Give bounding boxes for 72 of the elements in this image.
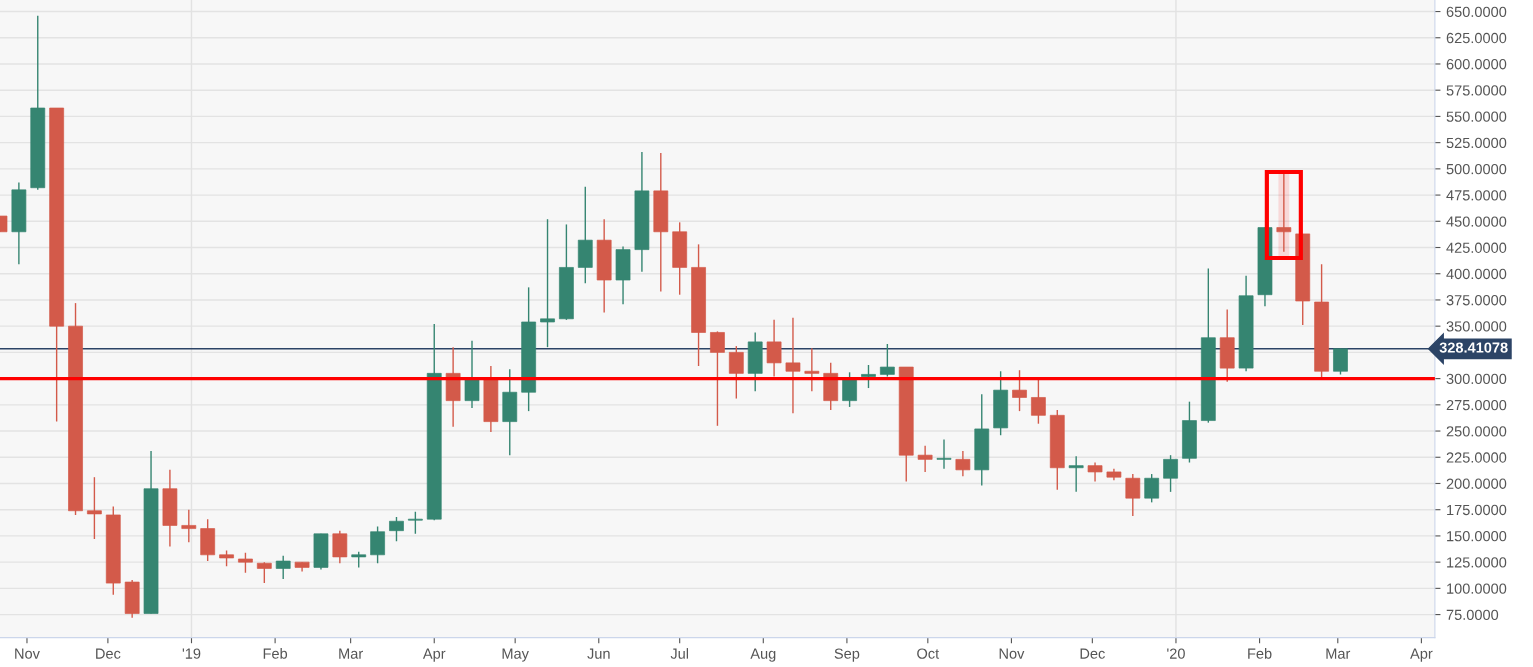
candlestick (1144, 473, 1160, 504)
y-tick-label: 600.0000 (1446, 59, 1507, 70)
candlestick (1068, 455, 1084, 493)
candlestick (880, 343, 895, 378)
candlestick (1012, 369, 1027, 412)
y-tick-label: 300.0000 (1446, 373, 1507, 385)
x-tick-label: May (502, 648, 529, 662)
candlestick (1125, 473, 1141, 517)
candlestick (917, 445, 933, 473)
x-tick-label: Mar (1326, 648, 1351, 659)
y-tick-label: 275.0000 (1446, 399, 1507, 411)
candlestick (842, 371, 857, 408)
x-tick-label: Nov (15, 648, 40, 659)
y-tick-label: 100.0000 (1447, 583, 1507, 594)
x-tick-label: Oct (917, 648, 940, 659)
candlestick (861, 364, 876, 389)
x-tick-label: Dec (96, 648, 121, 659)
y-tick-label: 625.0000 (1446, 32, 1507, 44)
x-tick-label: Jun (587, 648, 610, 659)
candlestick (1031, 377, 1046, 425)
candlestick (181, 509, 197, 543)
candlestick (955, 450, 971, 477)
y-tick-label: 475.0000 (1446, 190, 1507, 201)
y-tick-label: 450.0000 (1446, 216, 1507, 227)
x-tick-label: Apr (1410, 648, 1433, 662)
x-tick-label: Feb (1248, 648, 1272, 659)
candlestick (804, 347, 820, 392)
candlestick (785, 317, 801, 414)
y-tick-label: 250.0000 (1446, 426, 1507, 437)
candlestick (540, 218, 555, 348)
candlestick (1163, 454, 1178, 493)
y-tick-label: 175.0000 (1447, 504, 1507, 516)
candlestick (728, 345, 744, 400)
x-tick-label: Jul (670, 648, 689, 659)
candlestick (238, 552, 253, 574)
y-tick-label: 200.0000 (1446, 478, 1507, 489)
y-tick-label: 75.0000 (1446, 609, 1499, 621)
y-tick-label: 375.0000 (1446, 295, 1507, 306)
y-tick-label: 650.0000 (1446, 6, 1507, 17)
candlestick (1333, 348, 1348, 376)
y-tick-label: 425.0000 (1446, 242, 1507, 253)
candlestick (389, 516, 404, 542)
candlestick (464, 340, 480, 409)
x-tick-label: Apr (422, 648, 446, 662)
y-tick-label: 525.0000 (1446, 137, 1507, 149)
y-tick-label: 575.0000 (1446, 85, 1507, 96)
x-tick-label: Aug (750, 648, 776, 662)
x-tick-label: Feb (263, 648, 288, 659)
candlestick (370, 525, 385, 564)
candlestick (256, 561, 272, 584)
ref-line-label: 328.41078 (1439, 342, 1508, 353)
x-tick-label: '20 (1167, 648, 1185, 659)
candlestick (766, 319, 782, 378)
y-tick-label: 125.0000 (1447, 557, 1507, 568)
x-tick-label: Nov (999, 648, 1025, 659)
candlestick (710, 330, 725, 427)
x-tick-label: Sep (834, 648, 860, 662)
candlestick (87, 476, 102, 540)
candlestick (332, 529, 348, 564)
candlestick (1087, 461, 1103, 483)
candlestick (408, 511, 423, 535)
candlestick (936, 438, 952, 470)
y-tick-label: 350.0000 (1446, 321, 1507, 332)
y-tick-label: 500.0000 (1446, 163, 1507, 175)
x-tick-label: Dec (1080, 648, 1105, 659)
x-tick-label: '19 (182, 648, 201, 659)
candlestick (275, 555, 291, 580)
y-tick-label: 400.0000 (1446, 268, 1507, 280)
y-tick-label: 225.0000 (1446, 452, 1507, 463)
y-tick-label: 150.0000 (1447, 531, 1507, 542)
y-tick-label: 550.0000 (1446, 111, 1507, 122)
x-tick-label: Mar (339, 648, 363, 659)
